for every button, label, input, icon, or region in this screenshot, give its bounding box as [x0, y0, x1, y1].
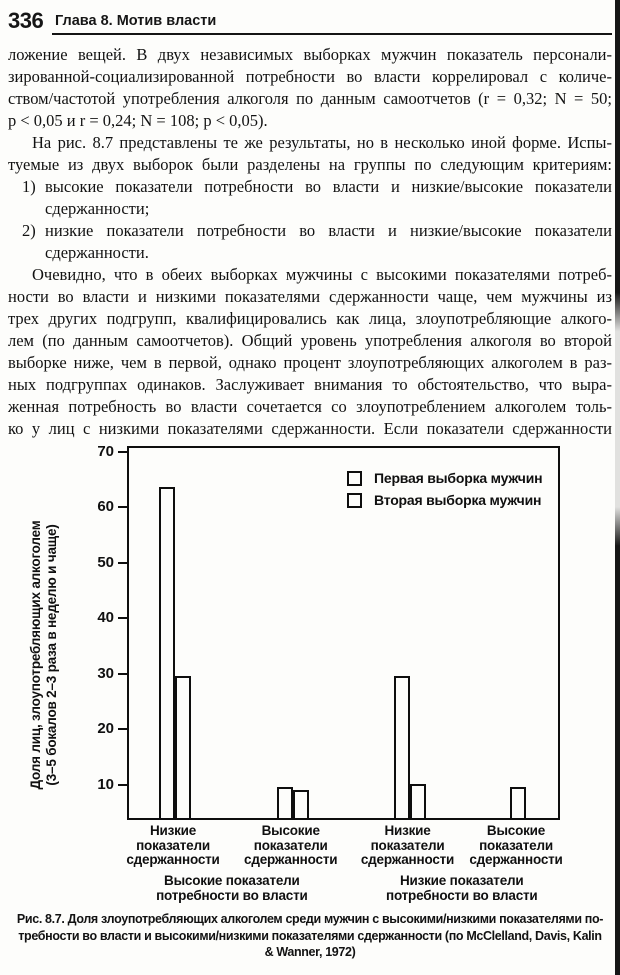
text-line: сдержанности. — [45, 243, 149, 262]
text-line: Очевидно, что в обеих выборках мужчины с… — [32, 265, 612, 284]
list-item-number: 2) — [22, 221, 36, 240]
tick-label: 20 — [97, 720, 114, 738]
text-line: женная потребность во власти сочетается … — [8, 397, 612, 416]
header-rule — [52, 33, 612, 35]
category-label: Высокие показатели сдержанности — [456, 823, 576, 868]
figure-caption: Рис. 8.7. Доля злоупотребляющих алкоголе… — [0, 911, 620, 961]
supergroup-label: Низкие показатели потребности во власти — [367, 873, 557, 903]
running-head: Глава 8. Мотив власти — [55, 13, 217, 29]
category-label-line: показатели — [253, 837, 328, 853]
tick-mark — [118, 672, 127, 675]
category-label: Низкие показатели сдержанности — [348, 823, 468, 868]
plot-area: Первая выборка мужчин Вторая выборка муж… — [127, 446, 560, 820]
paragraph-1: ложение вещей. В двух независимых выборк… — [8, 44, 612, 132]
category-label-line: сдержанности — [360, 852, 455, 867]
legend-row-2: Вторая выборка мужчин — [347, 492, 542, 508]
supergroup-label-line: Низкие показатели — [399, 873, 524, 888]
category-label-line: показатели — [136, 837, 210, 853]
text-line: зированной-социализированной потребности… — [8, 67, 612, 86]
text-line: туемые из двух выборок были разделены на… — [8, 155, 612, 174]
tick-label: 10 — [97, 775, 114, 793]
caption-line-2: требности во власти и высокими/низкими п… — [18, 928, 602, 943]
figure-8-7-chart: Доля лиц, злоупотребляющих алкоголем (3–… — [0, 443, 620, 913]
category-label: Высокие показатели сдержанности — [231, 823, 351, 868]
category-label-line: Низкие — [149, 823, 197, 838]
page-number: 336 — [8, 8, 44, 33]
category-label: Низкие показатели сдержанности — [113, 823, 233, 868]
legend-row-1: Первая выборка мужчин — [347, 470, 543, 486]
body-text: ложение вещей. В двух независимых выборк… — [8, 44, 612, 440]
list-item-2: 2) низкие показатели потребности во влас… — [8, 220, 612, 264]
text-line: ных подгруппах одинаков. Заслуживает вни… — [8, 375, 612, 394]
text-line: лем (по данным самоотчетов). Общий урове… — [8, 331, 612, 350]
text-line: низкие показатели потребности во власти … — [45, 221, 612, 240]
category-label-line: Высокие — [486, 823, 546, 838]
legend-label-sample2: Вторая выборка мужчин — [374, 492, 542, 508]
paragraph-2: На рис. 8.7 представлены те же результат… — [8, 132, 612, 176]
category-label-line: сдержанности — [126, 852, 220, 867]
list-item-number: 1) — [22, 177, 36, 196]
text-line: выборке ниже, чем в первой, однако проце… — [8, 353, 612, 372]
tick-mark — [118, 561, 127, 564]
page-header: 336 Глава 8. Мотив власти — [0, 6, 620, 40]
text-line: На рис. 8.7 представлены те же результат… — [32, 133, 612, 152]
category-label-line: показатели — [479, 837, 553, 853]
text-line: ности во власти и низкими показателями с… — [8, 287, 612, 306]
paragraph-3: Очевидно, что в обеих выборках мужчины с… — [8, 264, 612, 440]
legend-label-sample1: Первая выборка мужчин — [374, 470, 543, 486]
bar-group2-series1 — [276, 786, 293, 818]
supergroup-label-line: Высокие показатели — [164, 873, 300, 888]
list-item-1: 1) высокие показатели потребности во вла… — [8, 176, 612, 220]
legend-swatch-sample1 — [347, 470, 362, 486]
tick-label: 60 — [97, 498, 114, 516]
tick-mark — [118, 506, 127, 509]
text-line: ко у лиц с низкими показателями сдержанн… — [8, 419, 612, 438]
tick-mark — [118, 617, 127, 620]
tick-label: 30 — [97, 664, 114, 682]
bar-group3-series1 — [393, 675, 410, 818]
category-label-line: Высокие — [261, 823, 320, 838]
category-label-line: Низкие — [384, 823, 431, 838]
scan-edge-artifact — [615, 0, 620, 975]
bar-group4-series2 — [510, 786, 526, 818]
tick-label: 50 — [97, 553, 114, 571]
bar-group1-series1 — [159, 486, 175, 818]
category-label-line: сдержанности — [244, 852, 338, 867]
text-line: трех других подгрупп, квалифицировались … — [8, 309, 612, 328]
text-line: сдержанности; — [45, 199, 150, 218]
supergroup-label-line: потребности во власти — [385, 888, 538, 903]
tick-mark — [118, 783, 127, 786]
figure-label: Рис. 8.7. — [16, 912, 65, 926]
caption-line-3: & Wanner, 1972) — [264, 945, 356, 959]
legend: Первая выборка мужчин Вторая выборка муж… — [347, 470, 543, 514]
text-line: ством/частотой употребления алкоголя по … — [8, 89, 612, 108]
category-label-line: сдержанности — [469, 852, 563, 867]
tick-mark — [118, 728, 127, 731]
text-line: ложение вещей. В двух независимых выборк… — [8, 45, 612, 64]
tick-label: 40 — [97, 609, 114, 627]
tick-mark — [118, 450, 127, 453]
text-line: высокие показатели потребности во власти… — [45, 177, 612, 196]
caption-line-1: Рис. 8.7. Доля злоупотребляющих алкоголе… — [16, 912, 604, 926]
category-label-line: показатели — [370, 837, 445, 853]
bar-group2-series2 — [292, 789, 309, 818]
text-line: p < 0,05 и r = 0,24; N = 108; p < 0,05). — [8, 111, 268, 130]
y-axis-label: Доля лиц, злоупотребляющих алкоголем (3–… — [28, 520, 59, 790]
bar-group1-series2 — [175, 675, 191, 818]
bar-group3-series2 — [409, 784, 426, 818]
supergroup-label-line: потребности во власти — [156, 888, 308, 903]
supergroup-label: Высокие показатели потребности во власти — [137, 873, 327, 903]
tick-label: 70 — [97, 442, 114, 460]
legend-swatch-sample2 — [347, 492, 362, 508]
